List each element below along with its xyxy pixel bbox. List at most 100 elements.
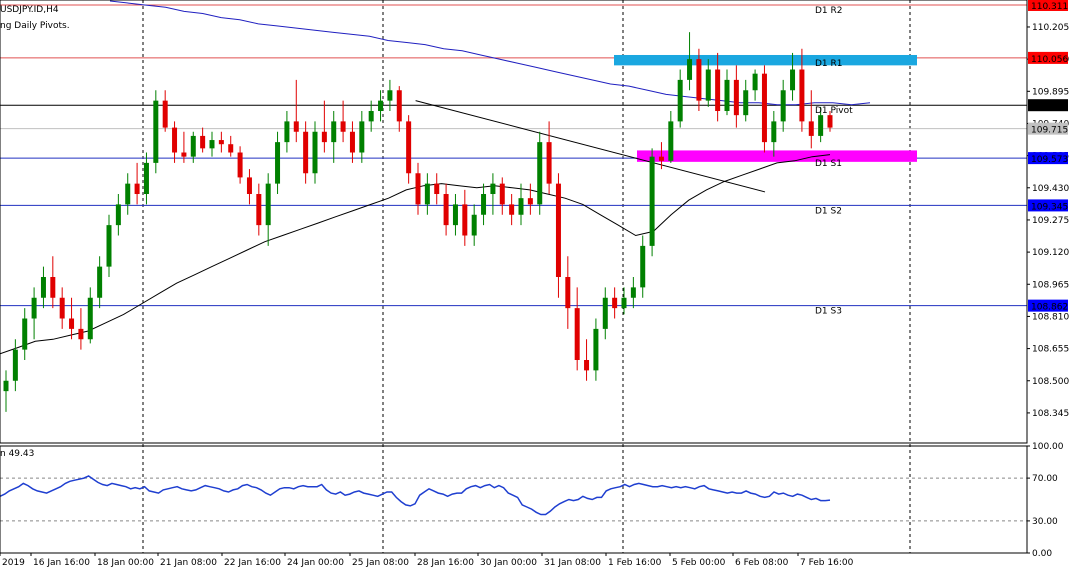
candle-body — [443, 194, 449, 226]
candle-body — [733, 79, 739, 116]
main-panel-frame — [0, 0, 1028, 444]
candle-body — [125, 183, 131, 205]
current-price-tag — [1028, 122, 1068, 135]
trendline — [415, 100, 766, 193]
candle-body — [209, 140, 215, 149]
x-tick-label: 25 Jan 08:00 — [352, 558, 409, 568]
candle-body — [818, 115, 824, 136]
candle-body — [378, 100, 384, 112]
candle-body — [705, 69, 711, 101]
candle-body — [349, 131, 355, 153]
x-tick-label: 18 Jan 00:00 — [97, 558, 154, 568]
candle-body — [724, 79, 730, 112]
y-tick-label: 109.430 — [1032, 184, 1069, 194]
candle-body — [518, 198, 524, 215]
candle-body — [218, 140, 224, 145]
x-tick-label: 30 Jan 00:00 — [480, 558, 537, 568]
candle-body — [780, 90, 786, 122]
candle-body — [490, 183, 496, 195]
x-tick-label: 21 Jan 08:00 — [160, 558, 217, 568]
candle-body — [424, 183, 430, 205]
candle-body — [668, 121, 674, 161]
candle-body — [640, 245, 646, 288]
candle-body — [69, 318, 75, 329]
candle-body — [537, 142, 543, 205]
candle-body — [771, 121, 777, 143]
candle-body — [696, 59, 702, 101]
y-tick-label: 108.500 — [1032, 377, 1069, 387]
price-tag — [1028, 0, 1068, 11]
candle-body — [340, 121, 346, 132]
candle-body — [134, 183, 140, 195]
rsi-line — [0, 475, 831, 516]
candle-body — [265, 183, 271, 226]
candle-body — [97, 266, 103, 298]
candle-body — [387, 90, 393, 101]
candle-body — [331, 121, 337, 143]
candle-body — [434, 183, 440, 195]
rsi-y-tick-label: 30.00 — [1032, 517, 1058, 527]
price-tag-text: 109.573 — [1031, 155, 1068, 165]
candle-body — [630, 287, 636, 298]
candle-body — [658, 156, 664, 161]
candle-body — [181, 152, 187, 157]
candle-body — [677, 79, 683, 122]
candle-body — [481, 194, 487, 215]
price-tag — [1028, 299, 1068, 312]
price-tag — [1028, 51, 1068, 64]
price-tag-text: 110.311 — [1031, 2, 1068, 12]
candle-body — [87, 297, 93, 340]
y-tick-label: 109.275 — [1032, 216, 1069, 226]
price-tag-text: 110.056 — [1031, 55, 1068, 65]
candle-body — [715, 69, 721, 112]
pivot-level-label: D1 S1 — [815, 159, 842, 169]
candle-body — [406, 121, 412, 174]
candle-body — [799, 69, 805, 122]
x-tick-label: 22 Jan 16:00 — [224, 558, 281, 568]
candle-body — [452, 204, 458, 226]
candle-body — [115, 204, 121, 226]
candle-body — [200, 135, 206, 149]
y-tick-label: 108.655 — [1032, 345, 1069, 355]
y-tick-label: 108.965 — [1032, 280, 1069, 290]
y-tick-label: 108.345 — [1032, 409, 1069, 419]
candle-body — [256, 194, 262, 226]
candle-body — [143, 162, 149, 195]
candle-body — [40, 277, 46, 298]
candle-body — [31, 297, 37, 319]
candle-body — [237, 152, 243, 178]
price-tag-text: 109.345 — [1031, 202, 1068, 212]
price-tag — [1028, 199, 1068, 212]
price-tag — [1028, 152, 1068, 165]
resistance-zone — [614, 54, 917, 66]
candle-body — [752, 73, 758, 91]
x-tick-label: 6 Feb 08:00 — [735, 558, 789, 568]
candle-body — [190, 135, 196, 157]
candle-body — [743, 90, 749, 116]
candle-body — [471, 214, 477, 236]
candle-body — [303, 131, 309, 174]
candle-body — [78, 328, 84, 340]
candle-body — [415, 173, 421, 205]
support-zone — [637, 150, 917, 162]
candle-body — [293, 121, 299, 132]
x-tick-label: 16 Jan 16:00 — [33, 558, 90, 568]
pivot-level-label: D1 S3 — [815, 307, 842, 317]
price-tag-text: 109.828 — [1031, 102, 1068, 112]
x-tick-label: 7 Feb 16:00 — [800, 558, 854, 568]
pivot-level-label: D1 S2 — [815, 206, 842, 216]
candle-body — [555, 183, 561, 278]
candle-body — [246, 177, 252, 195]
candle-body — [59, 297, 65, 319]
candle-body — [584, 360, 590, 371]
candle-body — [574, 308, 580, 361]
candle-body — [565, 277, 571, 309]
candle-body — [50, 277, 56, 298]
candle-body — [153, 100, 159, 163]
candle-body — [527, 198, 533, 205]
candle-body — [593, 328, 599, 371]
candle-body — [275, 142, 281, 184]
candle-body — [162, 100, 168, 128]
